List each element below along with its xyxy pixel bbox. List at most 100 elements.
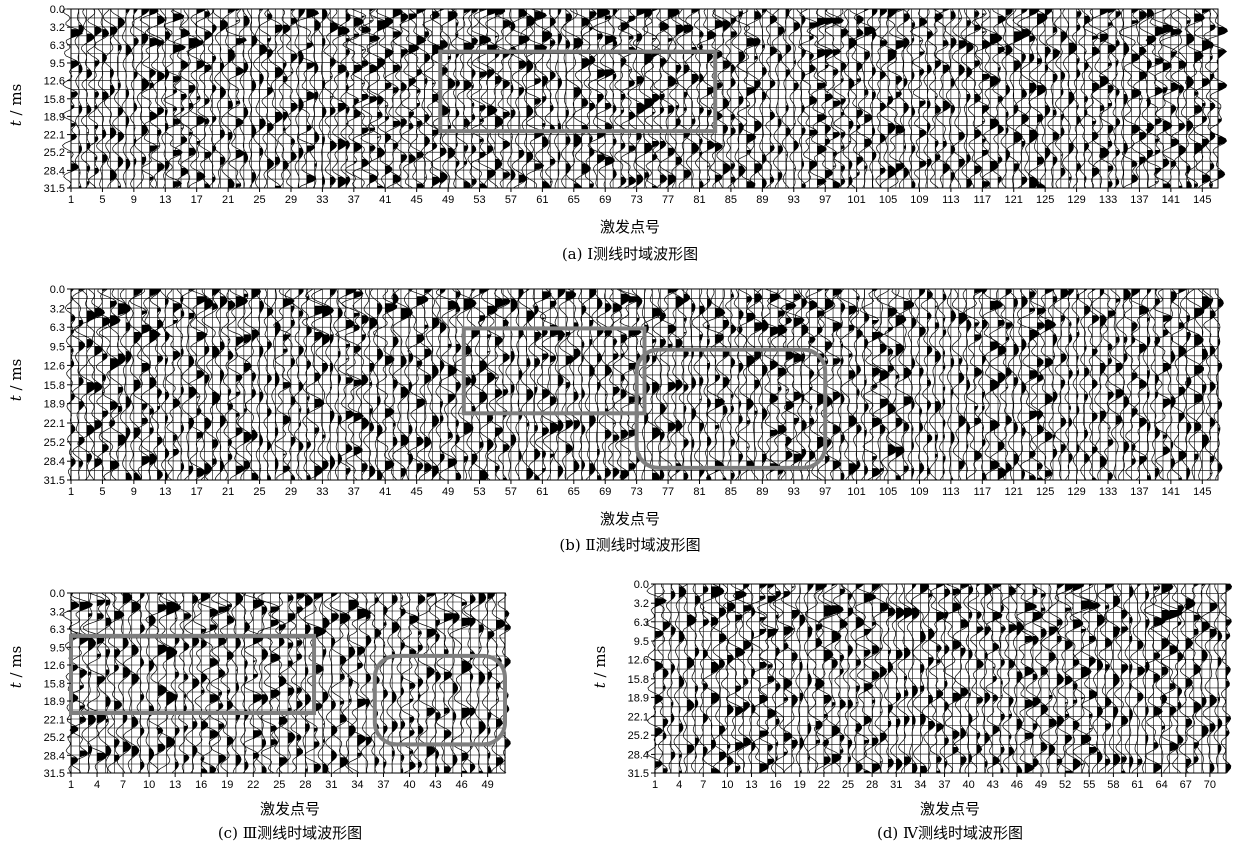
trace-fill xyxy=(305,595,313,607)
x-tick-label: 4 xyxy=(676,779,682,791)
trace-fill xyxy=(927,123,931,133)
trace-fill xyxy=(416,334,425,344)
trace-fill xyxy=(392,692,397,704)
trace-fill xyxy=(1108,427,1111,430)
trace-fill xyxy=(306,91,316,101)
trace-fill xyxy=(831,725,840,738)
trace-fill xyxy=(393,64,401,74)
trace-fill xyxy=(982,439,986,447)
trace-fill xyxy=(118,132,124,144)
y-tick-label: 31.5 xyxy=(628,768,649,780)
trace-fill xyxy=(385,460,394,471)
trace-fill xyxy=(435,671,441,683)
trace-fill xyxy=(738,51,745,63)
trace-fill xyxy=(236,391,241,397)
trace-fill xyxy=(581,58,591,70)
trace-fill xyxy=(291,138,295,146)
trace-fill xyxy=(314,465,323,478)
trace-fill xyxy=(181,94,187,101)
trace-fill xyxy=(346,141,350,150)
trace-fill xyxy=(471,85,474,90)
trace-fill xyxy=(880,711,883,714)
trace-fill xyxy=(1177,702,1182,710)
trace-fill xyxy=(679,754,682,759)
trace-fill xyxy=(346,377,354,385)
trace-fill xyxy=(880,732,887,743)
trace-fill xyxy=(1194,51,1204,63)
trace-line xyxy=(486,288,506,481)
trace-fill xyxy=(998,96,1003,103)
trace-fill xyxy=(432,365,439,380)
trace-fill xyxy=(1076,105,1079,110)
trace-fill xyxy=(209,694,220,704)
trace-fill xyxy=(338,308,343,320)
trace-fill xyxy=(204,346,209,356)
trace-fill xyxy=(565,355,574,366)
x-tick-label: 19 xyxy=(221,779,233,791)
trace-fill xyxy=(660,141,666,150)
trace-fill xyxy=(605,468,611,478)
trace-fill xyxy=(1202,174,1211,184)
trace-fill xyxy=(864,9,870,12)
trace-fill xyxy=(966,20,971,27)
trace-fill xyxy=(118,107,123,117)
trace-line xyxy=(938,583,951,774)
trace-fill xyxy=(88,638,96,652)
trace-fill xyxy=(1076,11,1082,18)
trace-line xyxy=(665,583,676,774)
trace-fill xyxy=(668,343,673,349)
trace-fill xyxy=(1137,758,1143,766)
trace-fill xyxy=(730,64,735,74)
trace-fill xyxy=(283,348,288,354)
trace-fill xyxy=(133,332,143,344)
trace-fill xyxy=(456,291,461,299)
trace-fill xyxy=(707,165,711,168)
trace-fill xyxy=(982,406,985,411)
trace-fill xyxy=(218,703,224,710)
trace-fill xyxy=(1108,85,1114,94)
trace-fill xyxy=(605,394,608,397)
trace-line xyxy=(179,8,201,189)
trace-line xyxy=(795,8,807,189)
trace-fill xyxy=(97,714,106,724)
trace-fill xyxy=(903,78,908,88)
trace-fill xyxy=(1115,40,1120,47)
trace-fill xyxy=(944,680,948,688)
trace-fill xyxy=(212,391,221,406)
trace-line xyxy=(765,8,778,189)
trace-line xyxy=(348,8,371,189)
trace-fill xyxy=(259,147,263,157)
trace-fill xyxy=(1115,415,1122,426)
trace-fill xyxy=(1193,584,1199,587)
trace-fill xyxy=(695,595,701,606)
trace-fill xyxy=(71,348,74,354)
x-tick-label: 1 xyxy=(68,486,74,498)
trace-fill xyxy=(346,410,354,421)
trace-fill xyxy=(671,591,675,601)
trace-fill xyxy=(628,296,641,304)
trace-fill xyxy=(613,303,623,313)
trace-fill xyxy=(927,468,930,476)
trace-fill xyxy=(251,429,258,442)
trace-fill xyxy=(1013,132,1023,144)
trace-fill xyxy=(896,758,903,771)
trace-fill xyxy=(1068,406,1071,411)
trace-fill xyxy=(416,103,420,108)
trace-fill xyxy=(671,664,675,674)
trace-fill xyxy=(1053,355,1055,359)
trace-fill xyxy=(754,410,758,416)
trace-fill xyxy=(149,427,154,435)
trace-line xyxy=(1110,8,1122,189)
trace-fill xyxy=(691,73,699,86)
trace-fill xyxy=(227,615,235,625)
trace-line xyxy=(794,288,809,480)
trace-fill xyxy=(825,125,831,135)
x-tick-label: 1 xyxy=(68,194,74,206)
trace-fill xyxy=(911,468,914,478)
trace-fill xyxy=(510,109,516,119)
trace-fill xyxy=(149,176,154,182)
trace-fill xyxy=(1060,289,1069,299)
x-tick-label: 61 xyxy=(1131,779,1143,791)
trace-fill xyxy=(440,401,443,409)
trace-fill xyxy=(416,398,426,409)
